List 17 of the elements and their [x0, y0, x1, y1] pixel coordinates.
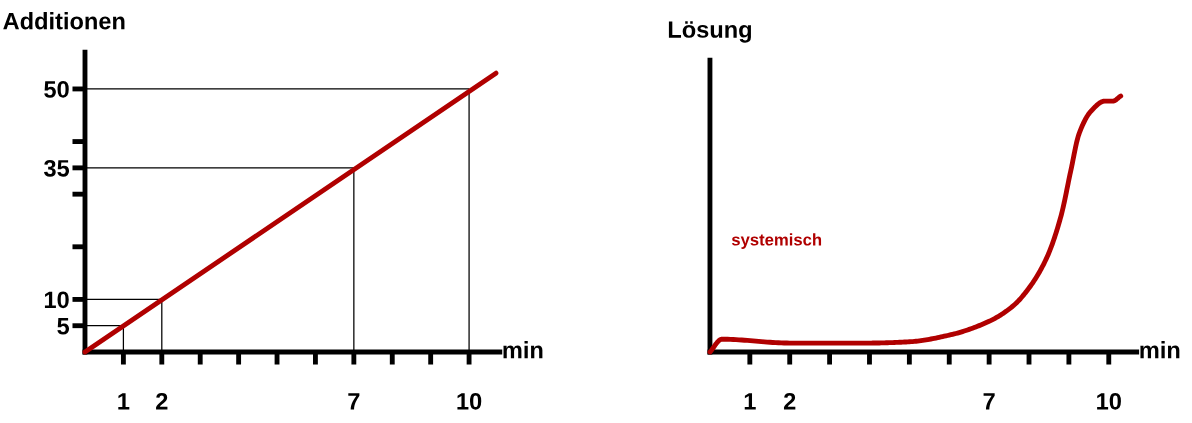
y-tick-label: 5: [57, 318, 70, 335]
x-tick-label: 7: [983, 393, 995, 410]
annotation: systemisch: [731, 233, 822, 249]
x-tick-label: 10: [457, 392, 482, 410]
x-tick-label: 2: [156, 392, 168, 410]
y-tick-label: 10: [44, 291, 69, 309]
y-axis-title: Additionen: [3, 12, 125, 30]
x-axis-title: min: [503, 341, 543, 359]
x-tick-label: 1: [118, 393, 130, 410]
x-tick-label: 10: [1097, 392, 1121, 410]
x-tick-label: 7: [348, 393, 360, 410]
y-axis-title: Lösung: [668, 21, 751, 43]
y-tick-label: 50: [44, 81, 69, 98]
x-tick-label: 1: [744, 393, 756, 410]
x-tick-label: 2: [783, 392, 796, 410]
x-axis-title: min: [1140, 341, 1180, 359]
y-tick-label: 35: [43, 159, 70, 177]
